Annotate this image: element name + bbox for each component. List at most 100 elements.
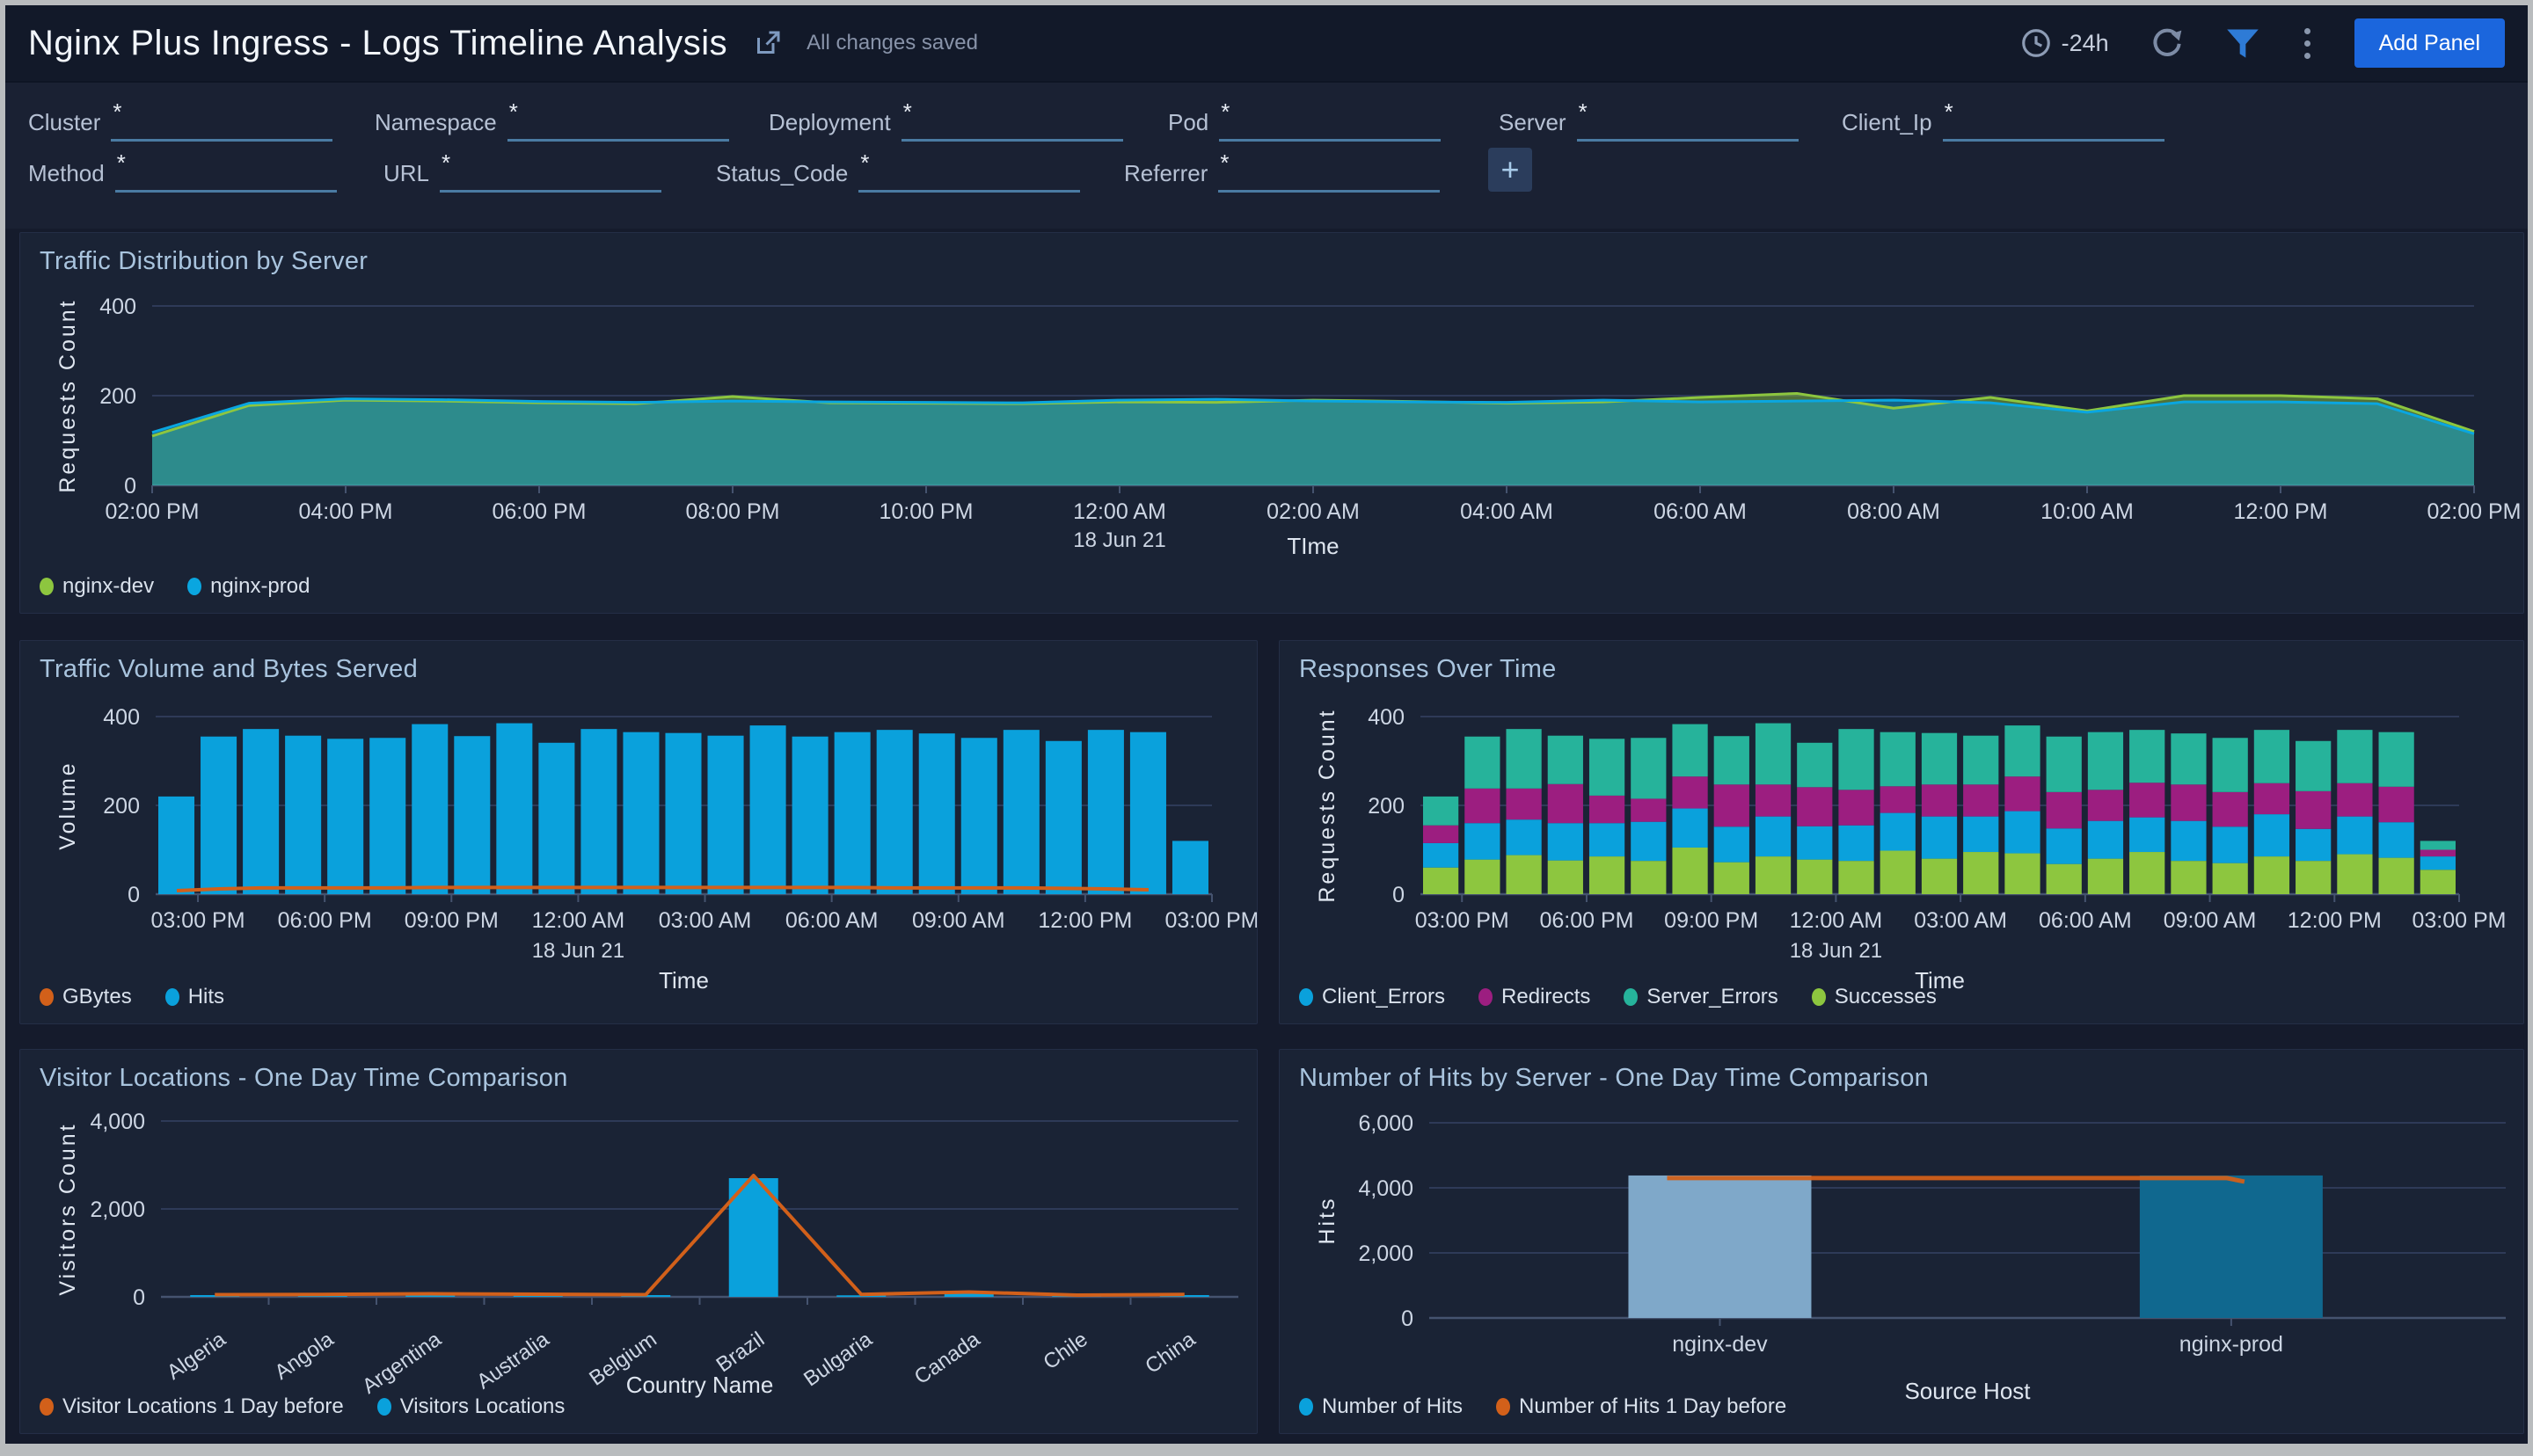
- svg-text:4,000: 4,000: [1358, 1176, 1413, 1201]
- legend-label: Visitors Locations: [399, 1394, 566, 1418]
- share-button[interactable]: [752, 27, 784, 59]
- svg-text:18 Jun 21: 18 Jun 21: [1073, 528, 1165, 552]
- svg-text:Angola: Angola: [270, 1327, 338, 1384]
- legend-label: Number of Hits 1 Day before: [1519, 1394, 1787, 1418]
- chart-legend: nginx-dev nginx-prod: [40, 574, 310, 599]
- svg-text:Country Name: Country Name: [626, 1372, 774, 1398]
- filter-bar: Cluster * Namespace * Deployment * Pod * Server *…: [5, 81, 2528, 229]
- required-marker: *: [116, 149, 126, 176]
- legend-label: GBytes: [62, 985, 132, 1008]
- filter-input[interactable]: *: [858, 149, 1081, 193]
- svg-text:10:00 AM: 10:00 AM: [2040, 499, 2134, 524]
- filter-label: Cluster: [28, 109, 101, 135]
- svg-text:2,000: 2,000: [1358, 1241, 1413, 1266]
- filter-input[interactable]: *: [507, 98, 729, 142]
- filter-label: Method: [28, 160, 105, 186]
- svg-text:18 Jun 21: 18 Jun 21: [1790, 939, 1882, 963]
- time-range-button[interactable]: -24h: [2019, 26, 2109, 60]
- more-options-button[interactable]: [2301, 25, 2314, 62]
- visitor-locations-chart: 0 2,000 4,000 Visitors Count Algeria Angola Ar…: [55, 1110, 1238, 1399]
- legend-label: nginx-prod: [210, 574, 310, 598]
- legend-item: nginx-prod: [187, 574, 310, 599]
- filter-input[interactable]: *: [1942, 98, 2164, 142]
- legend-dot: [1299, 988, 1313, 1006]
- svg-text:Requests Count: Requests Count: [55, 298, 80, 492]
- legend-dot: [40, 1398, 54, 1416]
- panel-visitor-locations: Visitor Locations - One Day Time Compari…: [19, 1049, 1258, 1434]
- svg-text:04:00 PM: 04:00 PM: [298, 499, 392, 524]
- svg-text:nginx-dev: nginx-dev: [1672, 1332, 1768, 1357]
- svg-text:03:00 PM: 03:00 PM: [1415, 908, 1509, 933]
- svg-text:08:00 PM: 08:00 PM: [685, 499, 779, 524]
- legend-dot: [187, 578, 202, 595]
- svg-text:03:00 PM: 03:00 PM: [151, 908, 245, 933]
- filter-field-cluster[interactable]: Cluster *: [28, 98, 333, 142]
- required-marker: *: [1578, 98, 1588, 125]
- panel-responses-over-time: Responses Over Time 0 200 400 Requests Coun…: [1279, 640, 2524, 1024]
- filter-field-client_ip[interactable]: Client_Ip *: [1842, 98, 2164, 142]
- filter-field-referrer[interactable]: Referrer *: [1124, 149, 1441, 193]
- refresh-icon: [2153, 28, 2181, 56]
- chart-legend: Visitor Locations 1 Day before Visitors L…: [40, 1394, 565, 1419]
- add-panel-button[interactable]: Add Panel: [2354, 18, 2505, 68]
- svg-text:nginx-prod: nginx-prod: [2179, 1332, 2283, 1357]
- panel-traffic-distribution: Traffic Distribution by Server 0 200 400 Re…: [19, 232, 2524, 614]
- traffic-distribution-chart: 0 200 400 Requests Count 02:00 PM 04:00 PM 06:…: [55, 295, 2522, 559]
- legend-item: Number of Hits: [1299, 1394, 1463, 1419]
- hits-by-server-chart: 0 2,000 4,000 6,000 Hits nginx-dev nginx-prod S…: [1315, 1111, 2506, 1404]
- svg-text:0: 0: [133, 1285, 145, 1310]
- required-marker: *: [902, 98, 912, 125]
- panel-title: Number of Hits by Server - One Day Time …: [1299, 1064, 1930, 1092]
- filter-field-method[interactable]: Method *: [28, 149, 337, 193]
- add-filter-button[interactable]: +: [1488, 148, 1532, 192]
- svg-text:Time: Time: [659, 967, 709, 989]
- svg-text:China: China: [1141, 1327, 1200, 1378]
- time-range-label: -24h: [2061, 29, 2109, 56]
- filter-field-namespace[interactable]: Namespace *: [375, 98, 729, 142]
- required-marker: *: [442, 149, 451, 176]
- dashboard-header: Nginx Plus Ingress - Logs Timeline Analy…: [5, 5, 2528, 81]
- filter-field-status_code[interactable]: Status_Code *: [716, 149, 1081, 193]
- filter-input[interactable]: *: [1219, 98, 1442, 142]
- filter-input[interactable]: *: [111, 98, 333, 142]
- filter-input[interactable]: *: [440, 149, 662, 193]
- legend-dot: [1299, 1398, 1313, 1416]
- filter-field-deployment[interactable]: Deployment *: [769, 98, 1123, 142]
- filter-button[interactable]: [2225, 26, 2260, 60]
- filter-field-pod[interactable]: Pod *: [1168, 98, 1442, 142]
- filter-label: Referrer: [1124, 160, 1208, 186]
- svg-text:4,000: 4,000: [90, 1110, 145, 1134]
- required-marker: *: [1221, 98, 1230, 125]
- legend-item: Visitor Locations 1 Day before: [40, 1394, 344, 1419]
- svg-text:6,000: 6,000: [1358, 1111, 1413, 1136]
- filter-input[interactable]: *: [114, 149, 337, 193]
- filter-label: Pod: [1168, 109, 1209, 135]
- svg-text:03:00 AM: 03:00 AM: [659, 908, 752, 933]
- filter-input[interactable]: *: [1218, 149, 1441, 193]
- filter-input[interactable]: *: [901, 98, 1123, 142]
- legend-dot: [1496, 1398, 1511, 1416]
- svg-text:Visitors Count: Visitors Count: [55, 1122, 80, 1295]
- panel-title: Traffic Volume and Bytes Served: [40, 655, 419, 683]
- svg-text:200: 200: [1368, 794, 1405, 819]
- svg-text:10:00 PM: 10:00 PM: [879, 499, 973, 524]
- svg-text:400: 400: [99, 295, 136, 319]
- svg-text:18 Jun 21: 18 Jun 21: [532, 939, 624, 963]
- svg-text:09:00 AM: 09:00 AM: [912, 908, 1005, 933]
- refresh-button[interactable]: [2150, 25, 2185, 61]
- legend-item: Successes: [1811, 985, 1937, 1009]
- required-marker: *: [860, 149, 870, 176]
- header-controls: -24h Add Panel: [2019, 18, 2505, 68]
- svg-text:0: 0: [124, 474, 136, 499]
- filter-label: Server: [1499, 109, 1566, 135]
- legend-label: Redirects: [1501, 985, 1591, 1008]
- filter-field-server[interactable]: Server *: [1499, 98, 1799, 142]
- filter-field-url[interactable]: URL *: [383, 149, 662, 193]
- filter-input[interactable]: *: [1576, 98, 1799, 142]
- legend-item: GBytes: [40, 985, 132, 1009]
- panel-hits-by-server: Number of Hits by Server - One Day Time …: [1279, 1049, 2524, 1434]
- svg-text:Source Host: Source Host: [1904, 1378, 2031, 1404]
- filter-label: Namespace: [375, 109, 497, 135]
- page-title: Nginx Plus Ingress - Logs Timeline Analy…: [28, 23, 728, 62]
